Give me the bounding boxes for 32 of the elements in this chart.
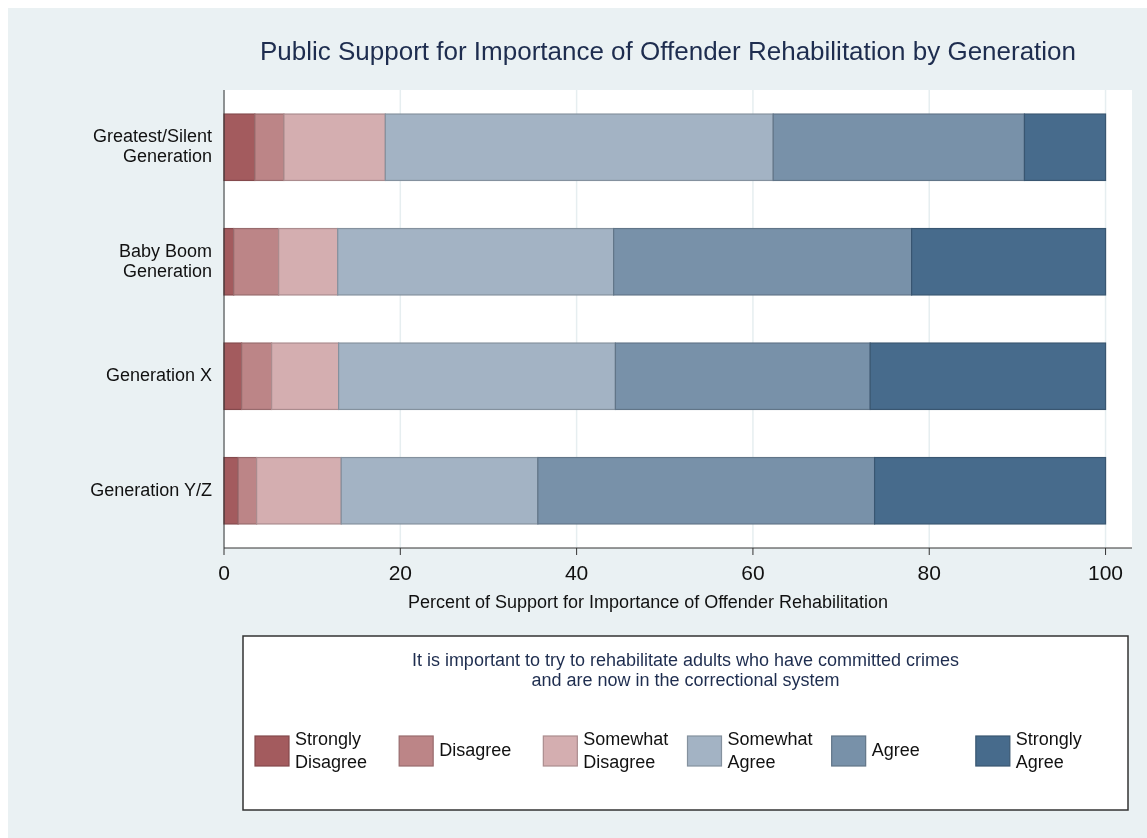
bar <box>283 113 386 182</box>
bar <box>278 227 339 296</box>
y-tick-label: Generation Y/Z <box>90 479 212 500</box>
bar <box>233 227 280 296</box>
y-tick-label: Baby Boom Generation <box>118 240 212 281</box>
bar <box>873 456 1107 525</box>
bar <box>911 227 1107 296</box>
bar <box>271 342 340 411</box>
x-tick-label: 20 <box>388 561 412 584</box>
bar <box>254 113 285 182</box>
x-tick-label: 0 <box>218 561 230 584</box>
legend-title: It is important to try to rehabilitate adults who have committed crimes and are now in the correctional system <box>411 650 960 690</box>
legend-label: Somewhat Agree <box>727 728 813 772</box>
x-tick-label: 60 <box>741 561 765 584</box>
x-tick-label: 80 <box>917 561 941 584</box>
legend-label: Strongly Agree <box>1015 728 1082 772</box>
bar <box>241 342 273 411</box>
bar <box>237 456 258 525</box>
bar <box>223 113 256 182</box>
legend-label: Somewhat Disagree <box>583 728 669 772</box>
legend-label: Strongly Disagree <box>295 728 368 772</box>
legend-label: Agree <box>871 739 920 760</box>
x-tick-label: 40 <box>564 561 589 584</box>
y-tick-label: Generation X <box>105 365 212 385</box>
bar <box>256 456 342 525</box>
chart-title: Public Support for Importance of Offender Rehabilitation by Generation <box>259 36 1077 66</box>
x-tick-label: 100 <box>1088 561 1124 584</box>
legend-label: Disagree <box>439 739 512 760</box>
bar <box>869 342 1107 411</box>
y-tick-label: Greatest/Silent Generation <box>92 126 212 166</box>
bar <box>1023 113 1107 182</box>
x-axis-title: Percent of Support for Importance of Offender Rehabilitation <box>408 592 888 612</box>
